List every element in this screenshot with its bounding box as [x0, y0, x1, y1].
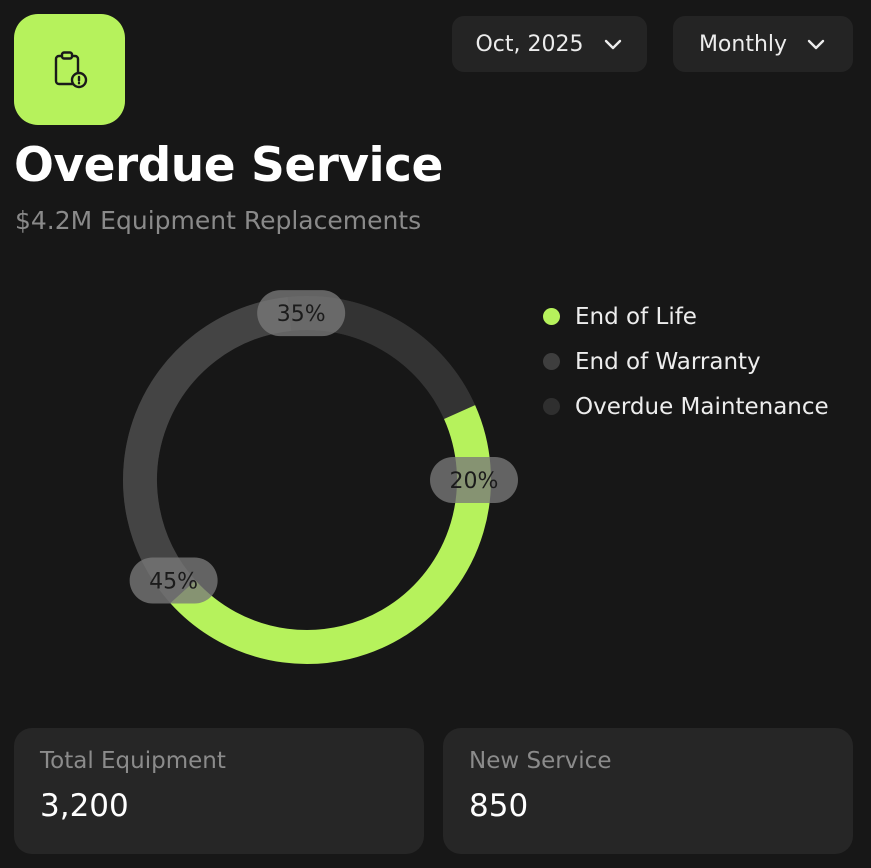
chevron-down-icon: [604, 39, 621, 50]
stat-value: 850: [469, 788, 529, 824]
clipboard-alert-icon: [54, 50, 87, 88]
period-filter-dropdown[interactable]: Monthly: [673, 16, 853, 72]
legend-label: End of Life: [575, 303, 697, 330]
donut-segment-overdue-maintenance: [287, 296, 476, 420]
legend-dot: [543, 308, 560, 325]
chart-legend: End of Life End of Warranty Overdue Mainte…: [543, 294, 829, 429]
stat-label: Total Equipment: [40, 748, 226, 774]
donut-segment-end-of-warranty: [123, 297, 292, 604]
donut-segment-end-of-life: [170, 405, 491, 664]
chevron-down-icon: [807, 39, 825, 50]
legend-label: Overdue Maintenance: [575, 393, 829, 420]
new-service-card: New Service 850: [443, 728, 853, 854]
total-equipment-card: Total Equipment 3,200: [14, 728, 424, 854]
stat-value: 3,200: [40, 788, 129, 824]
donut-percent-label: 45%: [149, 570, 198, 595]
donut-percent-label: 20%: [450, 469, 499, 494]
legend-item: Overdue Maintenance: [543, 384, 829, 429]
donut-label-pill: 20%: [430, 457, 518, 503]
page-subtitle: $4.2M Equipment Replacements: [15, 206, 422, 235]
app-icon-tile: [14, 14, 125, 125]
page-title: Overdue Service: [14, 138, 443, 193]
legend-dot: [543, 398, 560, 415]
legend-item: End of Life: [543, 294, 829, 339]
legend-item: End of Warranty: [543, 339, 829, 384]
date-filter-dropdown[interactable]: Oct, 2025: [452, 16, 647, 72]
donut-track: [123, 296, 491, 664]
donut-percent-label: 35%: [277, 302, 326, 327]
donut-label-pill: 35%: [257, 290, 346, 337]
stat-label: New Service: [469, 748, 612, 774]
legend-label: End of Warranty: [575, 348, 761, 375]
period-filter-label: Monthly: [698, 31, 788, 57]
date-filter-label: Oct, 2025: [475, 31, 584, 57]
donut-label-pill: 45%: [129, 557, 218, 604]
legend-dot: [543, 353, 560, 370]
